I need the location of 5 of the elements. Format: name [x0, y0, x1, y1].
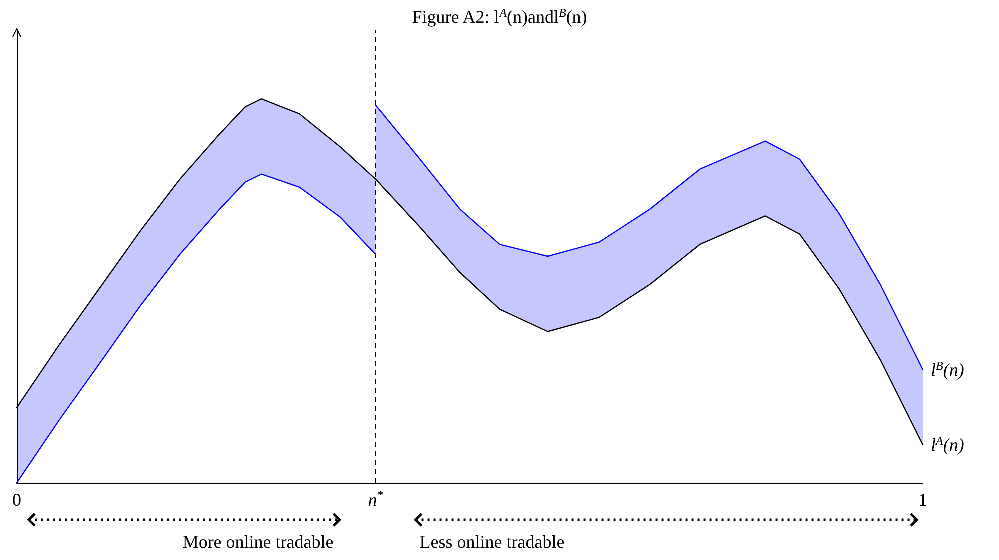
- x-tick-label: 1: [918, 490, 928, 510]
- text: Less online tradable: [420, 532, 565, 552]
- x-tick-label: n$^{*}$: [368, 488, 384, 510]
- text: More online tradable: [182, 532, 334, 552]
- x-tick-label: 0: [12, 490, 22, 510]
